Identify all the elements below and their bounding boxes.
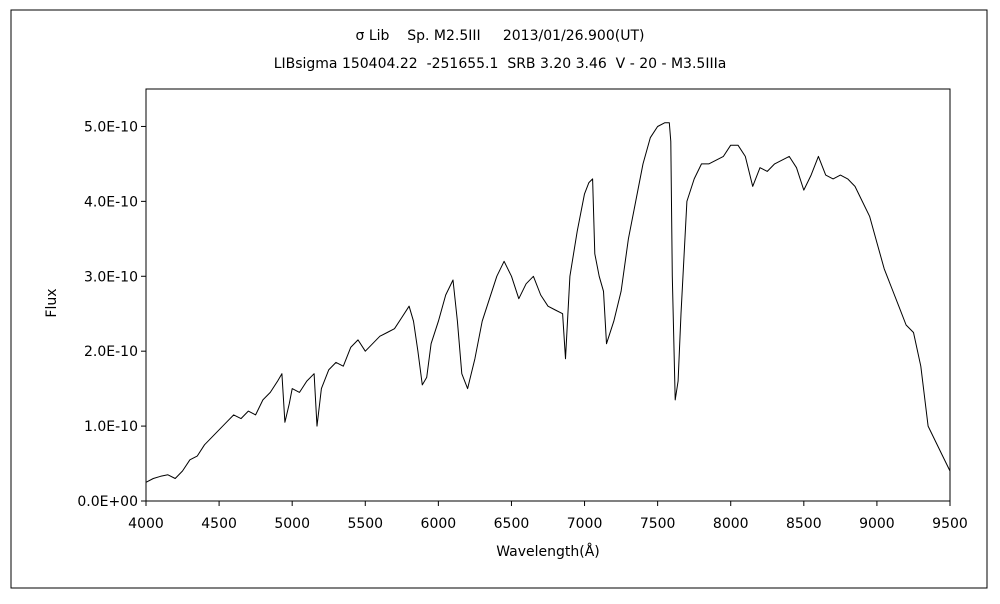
x-tick-label: 5500	[347, 516, 383, 532]
x-tick-label: 8500	[786, 516, 822, 532]
y-tick-label: 3.0E-10	[84, 269, 138, 285]
x-tick-label: 8000	[713, 516, 749, 532]
y-axis-label: Flux	[44, 288, 60, 317]
y-axis-ticks: 0.0E+00 1.0E-10 2.0E-10 3.0E-10 4.0E-10 5.0E-…	[77, 119, 146, 510]
x-tick-label: 9500	[932, 516, 968, 532]
y-tick-label: 1.0E-10	[84, 419, 138, 435]
y-tick-label: 0.0E+00	[77, 494, 138, 510]
spectrum-series-line	[145, 122, 951, 483]
x-tick-label: 9000	[859, 516, 895, 532]
x-tick-label: 7500	[640, 516, 676, 532]
x-tick-label: 4500	[201, 516, 237, 532]
plot-area-frame	[145, 88, 951, 502]
series-layer	[145, 122, 951, 483]
chart-title: σ Lib Sp. M2.5III 2013/01/26.900(UT)	[356, 28, 645, 44]
x-axis-label: Wavelength(Å)	[496, 543, 600, 560]
y-tick-label: 2.0E-10	[84, 344, 138, 360]
x-tick-label: 6500	[494, 516, 530, 532]
x-tick-label: 7000	[567, 516, 603, 532]
x-tick-label: 6000	[421, 516, 457, 532]
y-tick-label: 5.0E-10	[84, 119, 138, 135]
x-axis-ticks: 4000 4500 5000 5500 6000 6500 7000 7500 8000 8500…	[128, 501, 968, 532]
y-tick-label: 4.0E-10	[84, 194, 138, 210]
x-tick-label: 4000	[128, 516, 164, 532]
chart-subtitle: LIBsigma 150404.22 -251655.1 SRB 3.20 3.…	[274, 56, 727, 72]
x-tick-label: 5000	[274, 516, 310, 532]
